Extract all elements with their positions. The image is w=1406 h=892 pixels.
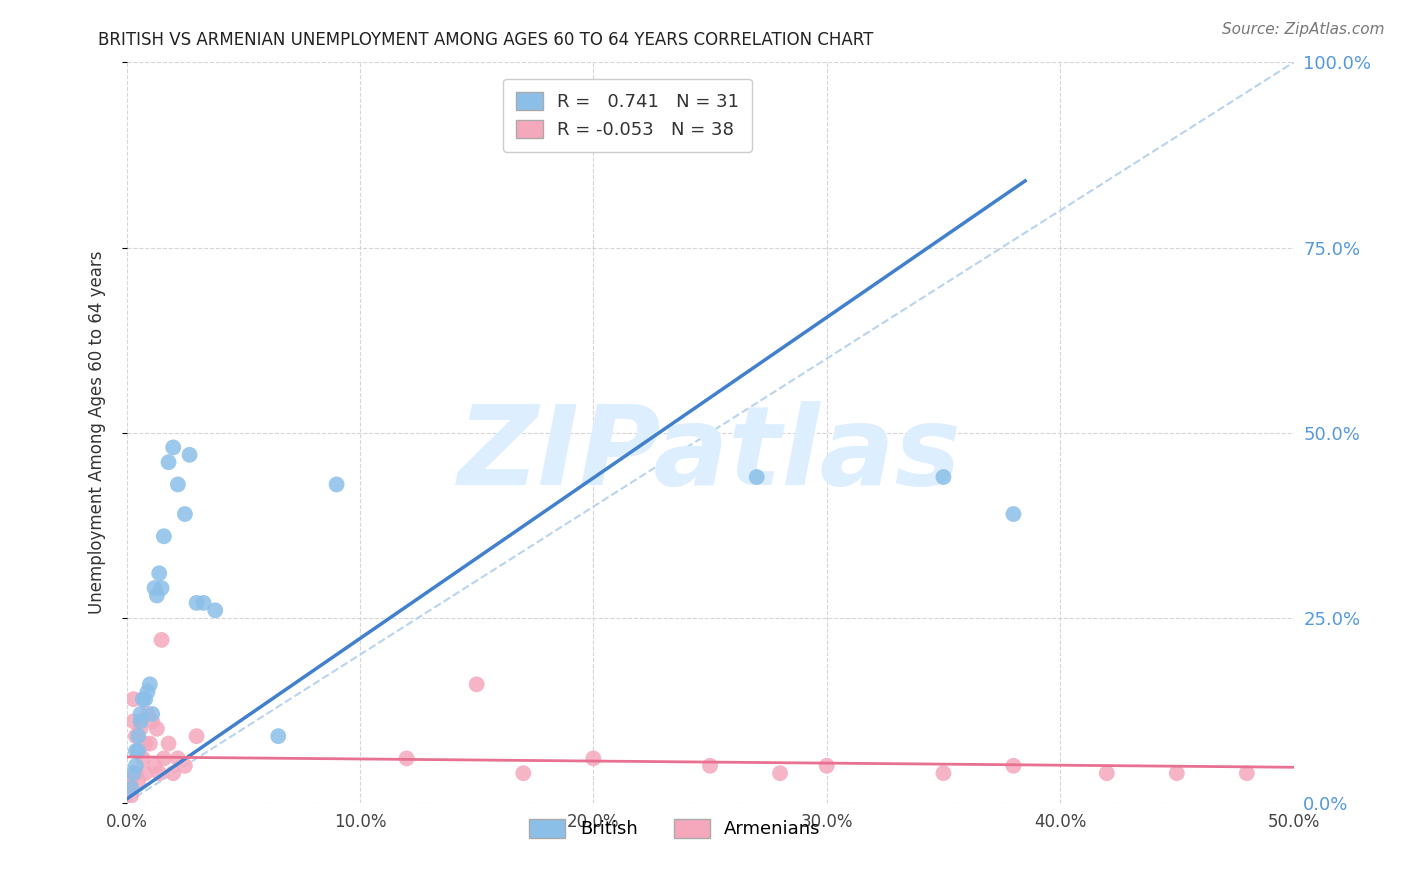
Point xyxy=(120,773,142,788)
Point xyxy=(125,744,148,758)
Point xyxy=(134,737,156,751)
Point xyxy=(162,441,184,455)
Point xyxy=(127,744,149,758)
Point xyxy=(932,470,955,484)
Point xyxy=(125,729,148,743)
Point xyxy=(139,737,162,751)
Point xyxy=(132,692,155,706)
Point xyxy=(204,603,226,617)
Point xyxy=(129,722,152,736)
Point xyxy=(148,766,170,780)
Point xyxy=(465,677,488,691)
Point xyxy=(174,758,197,772)
Point xyxy=(141,706,163,721)
Point xyxy=(129,706,152,721)
Point xyxy=(186,729,208,743)
Point xyxy=(143,758,166,772)
Point xyxy=(136,685,159,699)
Point xyxy=(150,581,173,595)
Point xyxy=(395,751,418,765)
Point xyxy=(141,714,163,729)
Point xyxy=(769,766,792,780)
Text: Source: ZipAtlas.com: Source: ZipAtlas.com xyxy=(1222,22,1385,37)
Point xyxy=(146,722,169,736)
Point xyxy=(127,773,149,788)
Point xyxy=(1002,507,1025,521)
Point xyxy=(136,706,159,721)
Point xyxy=(745,470,768,484)
Point xyxy=(167,751,190,765)
Point xyxy=(157,455,180,469)
Point xyxy=(179,448,201,462)
Point xyxy=(129,714,152,729)
Point xyxy=(1095,766,1118,780)
Point xyxy=(932,766,955,780)
Point xyxy=(132,751,155,765)
Point xyxy=(267,729,290,743)
Point xyxy=(139,677,162,691)
Point xyxy=(127,729,149,743)
Point xyxy=(143,581,166,595)
Legend: British, Armenians: British, Armenians xyxy=(522,812,828,846)
Point xyxy=(1166,766,1188,780)
Point xyxy=(153,751,176,765)
Point xyxy=(125,766,148,780)
Point xyxy=(582,751,605,765)
Text: BRITISH VS ARMENIAN UNEMPLOYMENT AMONG AGES 60 TO 64 YEARS CORRELATION CHART: BRITISH VS ARMENIAN UNEMPLOYMENT AMONG A… xyxy=(98,31,873,49)
Point xyxy=(122,692,145,706)
Point xyxy=(193,596,215,610)
Text: ZIPatlas: ZIPatlas xyxy=(458,401,962,508)
Point xyxy=(122,714,145,729)
Point xyxy=(815,758,838,772)
Point xyxy=(118,780,141,795)
Point xyxy=(146,589,169,603)
Point xyxy=(157,737,180,751)
Point xyxy=(174,507,197,521)
Point xyxy=(150,632,173,647)
Point xyxy=(186,596,208,610)
Point xyxy=(134,692,156,706)
Point xyxy=(167,477,190,491)
Point xyxy=(125,758,148,772)
Point xyxy=(134,766,156,780)
Y-axis label: Unemployment Among Ages 60 to 64 years: Unemployment Among Ages 60 to 64 years xyxy=(87,251,105,615)
Point xyxy=(1002,758,1025,772)
Point xyxy=(120,780,142,795)
Point xyxy=(127,744,149,758)
Point xyxy=(325,477,347,491)
Point xyxy=(148,566,170,581)
Point xyxy=(122,766,145,780)
Point xyxy=(1236,766,1258,780)
Point xyxy=(162,766,184,780)
Point xyxy=(699,758,721,772)
Point xyxy=(120,789,142,803)
Point xyxy=(153,529,176,543)
Point xyxy=(512,766,534,780)
